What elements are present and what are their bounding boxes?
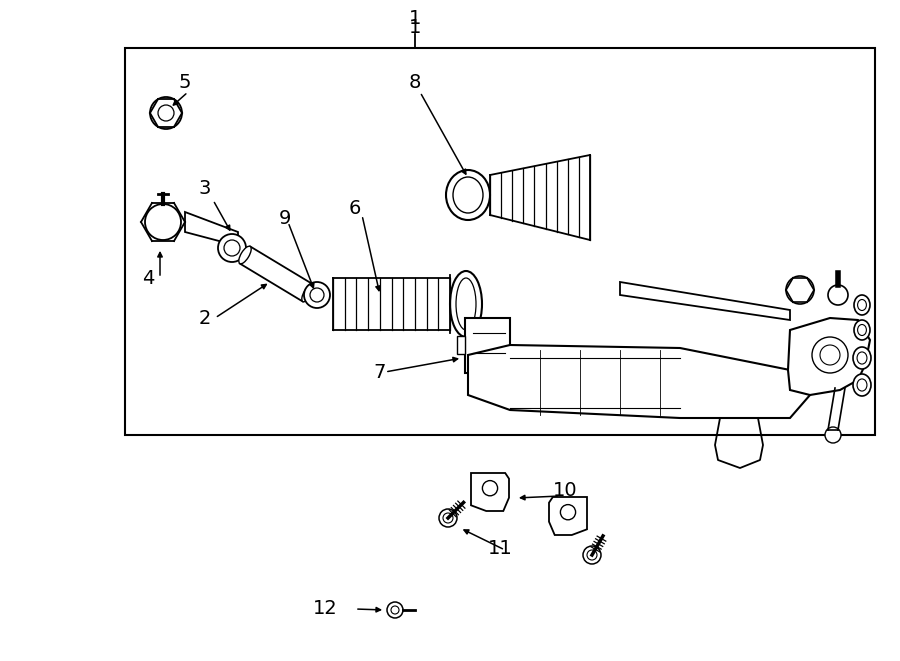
Circle shape [786,276,814,304]
Ellipse shape [854,295,870,315]
Ellipse shape [853,347,871,369]
Text: 8: 8 [409,73,421,91]
Text: 6: 6 [349,198,361,217]
Polygon shape [185,212,238,246]
Ellipse shape [853,374,871,396]
Text: 1: 1 [409,9,421,28]
Circle shape [387,602,403,618]
Circle shape [820,345,840,365]
Text: 7: 7 [374,362,386,381]
Circle shape [310,288,324,302]
Ellipse shape [857,352,867,364]
Ellipse shape [456,278,476,330]
Ellipse shape [453,177,483,213]
Circle shape [158,105,174,121]
Circle shape [304,282,330,308]
Circle shape [150,97,182,129]
Ellipse shape [450,271,482,337]
Circle shape [561,504,576,520]
Polygon shape [471,473,509,511]
Circle shape [145,204,181,240]
Circle shape [224,240,240,256]
Ellipse shape [238,246,251,264]
Circle shape [825,427,841,443]
Ellipse shape [857,379,867,391]
Bar [465,318,510,373]
Text: 11: 11 [488,539,512,557]
Ellipse shape [858,299,867,311]
Text: 1: 1 [409,18,421,37]
Circle shape [587,550,597,560]
Circle shape [391,606,399,614]
Polygon shape [239,247,313,301]
Text: 5: 5 [179,73,191,91]
Polygon shape [620,282,790,320]
Circle shape [218,234,246,262]
Text: 4: 4 [142,268,154,288]
Polygon shape [549,497,587,535]
Ellipse shape [446,170,490,220]
Text: 2: 2 [199,309,212,327]
Bar [457,336,465,354]
Circle shape [812,337,848,373]
Ellipse shape [302,284,314,302]
Circle shape [828,285,848,305]
Text: 10: 10 [553,481,577,500]
Text: 9: 9 [279,208,292,227]
Circle shape [443,513,453,523]
Ellipse shape [854,320,870,340]
Bar [125,48,875,435]
Text: 3: 3 [199,178,212,198]
Polygon shape [788,318,870,395]
Circle shape [439,509,457,527]
Circle shape [482,481,498,496]
Circle shape [583,546,601,564]
Text: 12: 12 [312,598,338,617]
Polygon shape [468,345,810,418]
Ellipse shape [858,325,867,336]
